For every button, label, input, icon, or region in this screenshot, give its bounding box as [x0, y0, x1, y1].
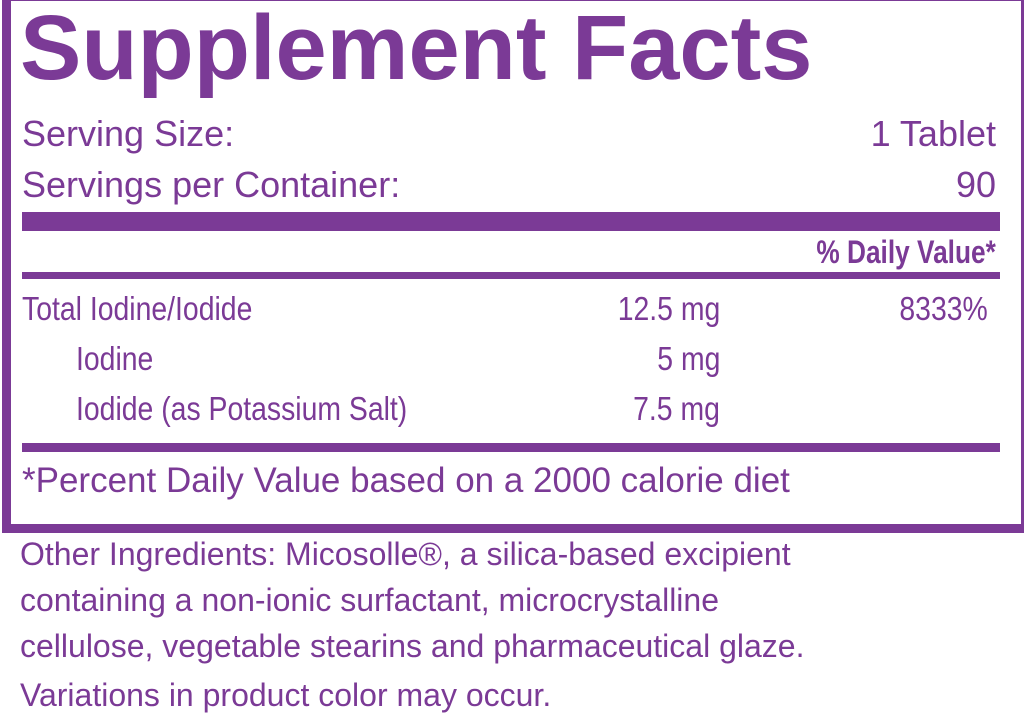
- serving-size-label: Serving Size:: [22, 113, 235, 154]
- nutrient-name: Total Iodine/Iodide: [22, 290, 253, 327]
- supplement-facts-panel: [2, 0, 1024, 533]
- other-ingredients-line: cellulose, vegetable stearins and pharma…: [20, 628, 805, 664]
- nutrient-name: Iodine: [76, 340, 154, 377]
- nutrient-name: Iodide (as Potassium Salt): [76, 390, 408, 427]
- footer-divider: [22, 443, 1000, 452]
- servings-per-container-value: 90: [955, 164, 996, 205]
- thick-divider: [22, 212, 1000, 231]
- header-divider: [22, 272, 1000, 279]
- other-ingredients-line: containing a non-ionic surfactant, micro…: [20, 582, 719, 618]
- nutrient-amount: 5 mg: [656, 340, 720, 377]
- nutrient-amount: 7.5 mg: [633, 390, 720, 427]
- footnote: *Percent Daily Value based on a 2000 cal…: [22, 461, 790, 500]
- nutrient-dv: 8333%: [899, 290, 988, 327]
- daily-value-header: % Daily Value*: [816, 234, 996, 270]
- other-ingredients: Other Ingredients: Micosolle®, a silica-…: [20, 531, 804, 669]
- panel-title: Supplement Facts: [20, 0, 813, 99]
- other-ingredients-line: Other Ingredients: Micosolle®, a silica-…: [20, 536, 791, 572]
- variation-note: Variations in product color may occur.: [20, 677, 552, 713]
- serving-size-value: 1 Tablet: [870, 113, 996, 154]
- nutrient-amount: 12.5 mg: [617, 290, 720, 327]
- servings-per-container-label: Servings per Container:: [22, 164, 401, 205]
